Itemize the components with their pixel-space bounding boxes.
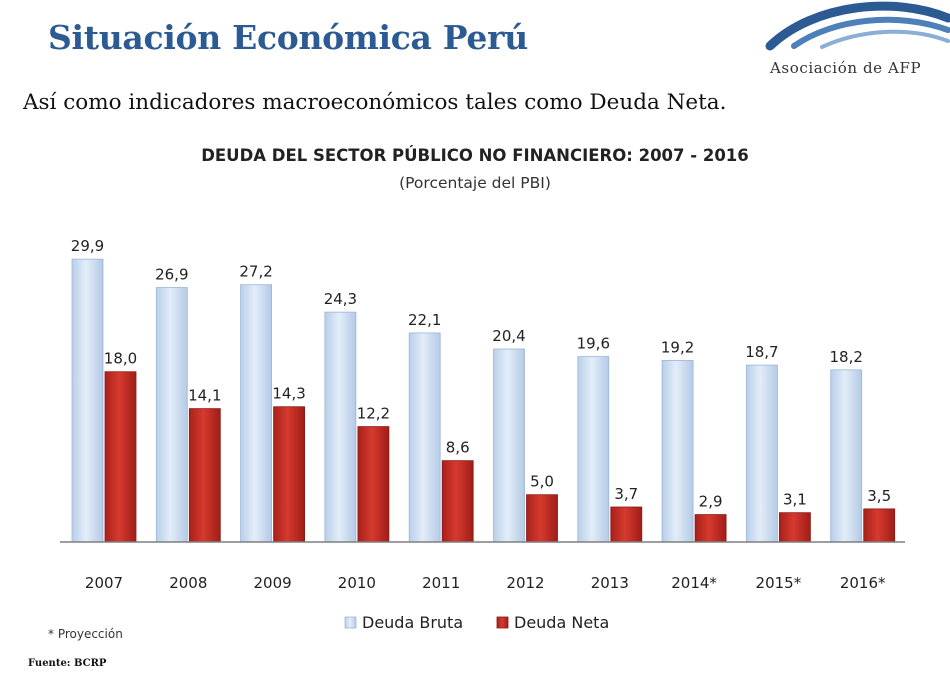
x-tick-label: 2007 (85, 574, 123, 592)
legend-swatch (496, 616, 509, 629)
data-label-deuda-neta: 8,6 (446, 439, 470, 457)
data-label-deuda-bruta: 20,4 (492, 327, 525, 345)
bar-deuda-neta (610, 506, 643, 543)
bar-deuda-bruta (577, 356, 610, 543)
legend-label: Deuda Neta (514, 613, 609, 632)
bar-deuda-bruta (493, 348, 525, 543)
x-tick-label: 2013 (591, 574, 629, 592)
x-tick-label: 2016* (840, 574, 886, 592)
bar-deuda-bruta (746, 364, 778, 543)
bar-deuda-neta (273, 406, 306, 543)
data-label-deuda-bruta: 19,6 (577, 335, 610, 353)
bar-deuda-neta (104, 371, 137, 543)
x-tick-label: 2012 (506, 574, 544, 592)
data-label-deuda-neta: 14,1 (188, 387, 221, 405)
legend-label: Deuda Bruta (362, 613, 463, 632)
x-tick-label: 2008 (169, 574, 207, 592)
bar-deuda-neta (526, 494, 558, 543)
bar-deuda-bruta (155, 287, 188, 543)
bar-deuda-neta (357, 426, 390, 543)
x-tick-label: 2009 (254, 574, 292, 592)
x-tick-label: 2011 (422, 574, 460, 592)
data-label-deuda-neta: 2,9 (699, 493, 723, 511)
source-note: Fuente: BCRP (28, 658, 107, 669)
data-label-deuda-bruta: 29,9 (71, 237, 104, 255)
bar-deuda-bruta (661, 359, 694, 543)
lead-text: Así como indicadores macroeconómicos tal… (23, 90, 727, 115)
bar-deuda-bruta (71, 258, 104, 543)
bar-deuda-neta (779, 512, 811, 543)
footnote: * Proyección (48, 627, 123, 641)
bar-deuda-neta (441, 460, 474, 543)
data-label-deuda-bruta: 18,7 (745, 343, 778, 361)
bar-deuda-bruta (830, 369, 863, 543)
legend-swatch (344, 616, 357, 629)
x-tick-label: 2015* (756, 574, 802, 592)
chart-title: DEUDA DEL SECTOR PÚBLICO NO FINANCIERO: … (201, 146, 749, 165)
bar-deuda-neta (188, 408, 221, 543)
bar-deuda-bruta (240, 284, 273, 543)
bar-deuda-neta (694, 514, 727, 543)
data-label-deuda-neta: 14,3 (272, 385, 305, 403)
page-title: Situación Económica Perú (48, 18, 528, 57)
data-label-deuda-neta: 5,0 (530, 473, 554, 491)
data-label-deuda-bruta: 18,2 (829, 348, 862, 366)
data-label-deuda-neta: 12,2 (357, 405, 390, 423)
data-label-deuda-bruta: 27,2 (239, 263, 272, 281)
afp-logo-icon (765, 1, 950, 51)
x-tick-label: 2014* (671, 574, 717, 592)
logo-text: Asociación de AFP (770, 59, 922, 77)
bar-deuda-neta (863, 508, 896, 543)
data-label-deuda-neta: 3,5 (867, 487, 891, 505)
chart-subtitle: (Porcentaje del PBI) (399, 174, 551, 192)
data-label-deuda-neta: 18,0 (104, 350, 137, 368)
data-label-deuda-neta: 3,1 (783, 491, 807, 509)
data-label-deuda-bruta: 19,2 (661, 338, 694, 356)
x-tick-label: 2010 (338, 574, 376, 592)
data-label-deuda-bruta: 26,9 (155, 266, 188, 284)
bar-deuda-bruta (408, 332, 441, 543)
data-label-deuda-neta: 3,7 (614, 485, 638, 503)
data-label-deuda-bruta: 24,3 (324, 290, 357, 308)
bar-deuda-bruta (324, 311, 357, 543)
data-label-deuda-bruta: 22,1 (408, 311, 441, 329)
